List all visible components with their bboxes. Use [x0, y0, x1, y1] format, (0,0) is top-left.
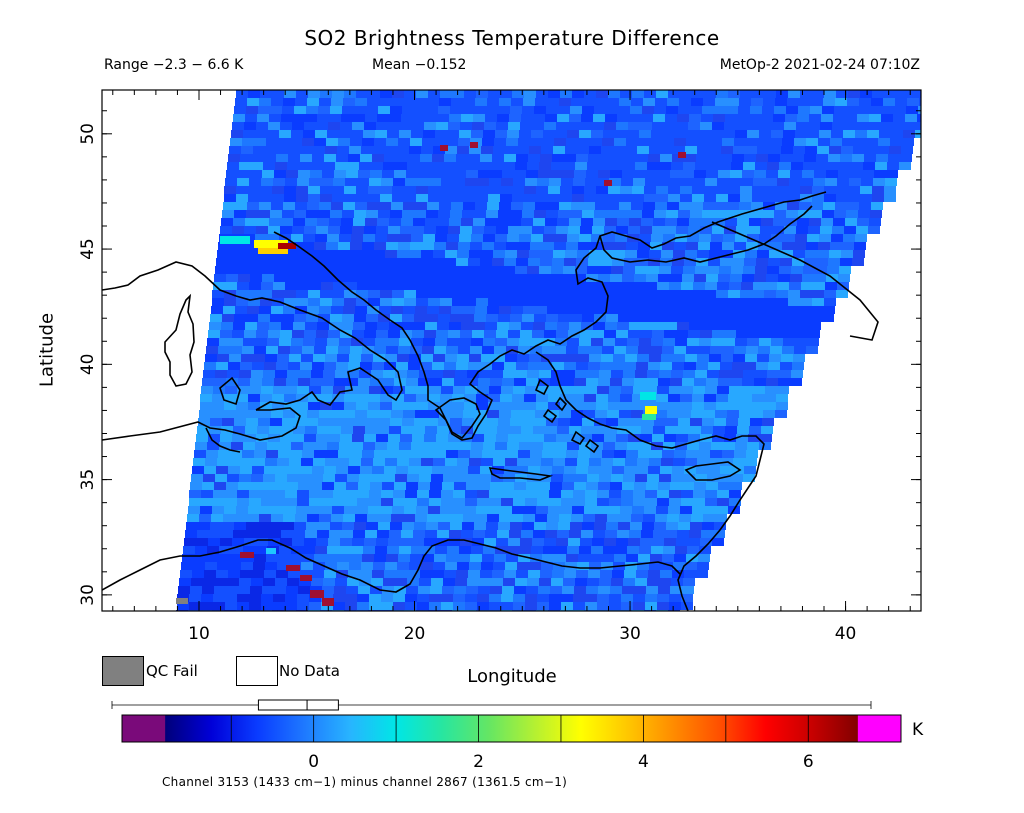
no-data-swatch	[236, 656, 278, 686]
colorbar	[121, 714, 902, 743]
colorbar-tick-label: 0	[308, 752, 320, 772]
colorbar-unit: K	[912, 720, 924, 740]
channel-footnote: Channel 3153 (1433 cm−1) minus channel 2…	[162, 775, 568, 789]
so2-swath-pixels	[176, 90, 921, 611]
plot-frame	[101, 89, 922, 612]
colorbar-tick-label: 2	[473, 752, 484, 772]
y-tick-label: 50	[78, 123, 98, 145]
colorbar-tick-label: 6	[802, 752, 814, 772]
coastlines	[102, 191, 879, 611]
qc-fail-label: QC Fail	[146, 662, 198, 680]
map-title: SO2 Brightness Temperature Difference	[304, 26, 720, 50]
no-data-label: No Data	[279, 662, 340, 680]
x-tick-label: 40	[835, 624, 857, 644]
x-tick-label: 30	[619, 624, 641, 644]
mean-label: Mean −0.152	[372, 57, 467, 73]
colorbar-swatch	[122, 715, 166, 742]
y-tick-label: 35	[78, 469, 98, 491]
latitude-ticks: 30 35 40 45 50	[78, 110, 921, 606]
range-label: Range −2.3 − 6.6 K	[104, 57, 244, 73]
y-tick-label: 45	[78, 238, 98, 260]
colorbar-tick-label: 4	[637, 752, 649, 772]
colorbar-swatch	[857, 715, 902, 742]
longitude-ticks: 10 20 30 40	[112, 90, 911, 644]
value-distribution-boxplot	[111, 699, 872, 711]
x-axis-label: Longitude	[467, 666, 557, 687]
satellite-time-label: MetOp-2 2021-02-24 07:10Z	[719, 57, 920, 73]
x-tick-label: 20	[404, 624, 426, 644]
y-tick-label: 40	[78, 354, 98, 376]
y-tick-label: 30	[78, 584, 98, 606]
y-axis-label: Latitude	[36, 312, 58, 388]
x-tick-label: 10	[188, 624, 210, 644]
qc-fail-swatch	[102, 656, 144, 686]
boxplot-box	[257, 699, 339, 711]
